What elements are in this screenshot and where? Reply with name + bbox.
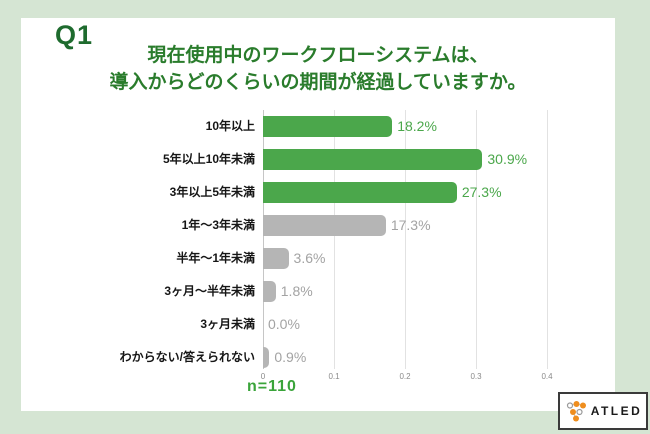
chart-title-line2: 導入からどのくらいの期間が経過していますか。 [109,72,527,93]
question-number: Q1 [55,20,94,50]
atled-logo-icon [566,400,586,421]
value-label: 30.9% [487,151,528,167]
category-label: 5年以上10年未満 [162,152,255,166]
value-label: 0.9% [274,349,307,365]
bar [263,248,289,269]
category-label: 3年以上5年未満 [169,185,255,199]
bar [263,116,393,137]
x-axis-tick-label: 0.4 [541,372,553,381]
gridline [405,110,406,369]
y-axis-line [263,110,264,369]
sample-size: n=110 [247,378,297,395]
bar [263,149,483,170]
chart-title-line1: 現在使用中のワークフローシステムは、 [147,45,489,66]
value-label: 27.3% [461,184,502,200]
x-axis-tick-label: 0.3 [470,372,482,381]
x-axis-tick-label: 0.2 [399,372,411,381]
value-label: 1.8% [280,283,313,299]
bar [263,281,276,302]
value-label: 18.2% [397,118,437,134]
bar [263,347,270,368]
chart-card: Q1 現在使用中のワークフローシステムは、 導入からどのくらいの期間が経過してい… [21,18,615,411]
category-label: 3ヶ月〜半年未満 [164,284,255,298]
x-axis-tick-label: 0.1 [328,372,340,381]
value-label: 3.6% [293,250,326,266]
category-label: わからない/答えられない [119,350,255,364]
gridline [476,110,477,369]
bar [263,215,386,236]
category-label: 1年〜3年未満 [181,218,255,232]
value-label: 0.0% [268,316,300,332]
bar-chart: 0 0.1 0.2 0.3 0.4 10年以上 18.2% 5年以上10年未満 30.9% 3年以… [21,110,615,406]
bar [263,182,457,203]
chart-title: 現在使用中のワークフローシステムは、 導入からどのくらいの期間が経過していますか… [21,42,615,96]
category-label: 3ヶ月未満 [200,317,255,331]
category-label: 10年以上 [205,119,255,133]
value-label: 17.3% [390,217,431,233]
x-axis-tick-label: 0 [260,372,266,381]
category-label: 半年〜1年未満 [176,251,255,265]
gridline [334,110,335,369]
atled-logo: ATLED [558,392,648,430]
gridline [547,110,548,369]
atled-logo-text: ATLED [590,404,643,418]
